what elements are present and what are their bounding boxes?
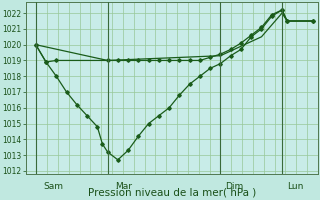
- Text: Lun: Lun: [287, 182, 303, 191]
- Text: Dim: Dim: [226, 182, 244, 191]
- X-axis label: Pression niveau de la mer( hPa ): Pression niveau de la mer( hPa ): [88, 188, 256, 198]
- Text: Sam: Sam: [43, 182, 63, 191]
- Text: Mar: Mar: [115, 182, 132, 191]
